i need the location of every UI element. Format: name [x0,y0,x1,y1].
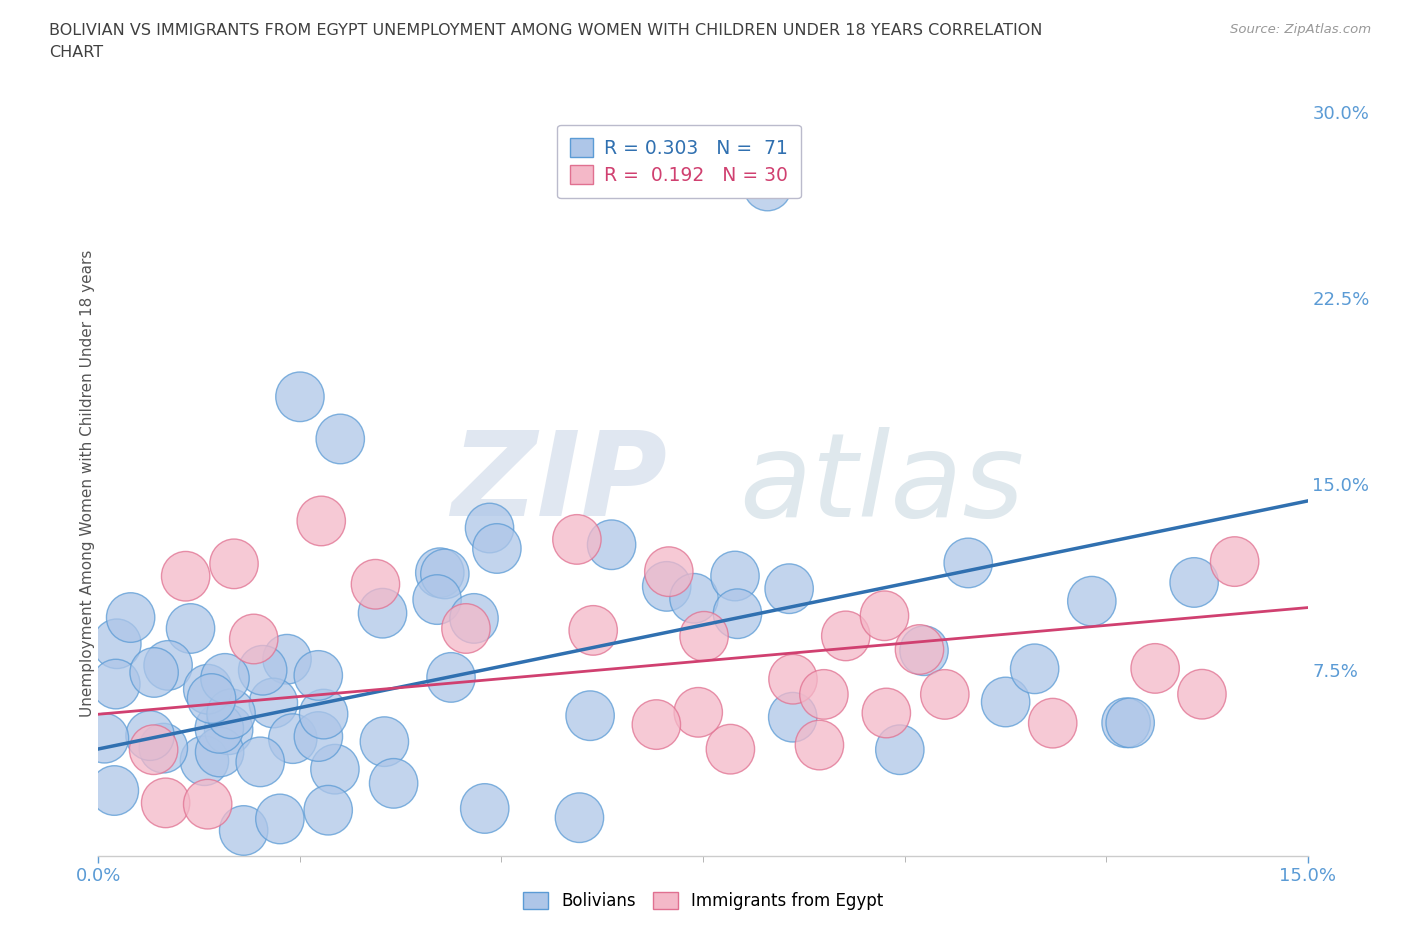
Text: atlas: atlas [740,427,1025,540]
Text: BOLIVIAN VS IMMIGRANTS FROM EGYPT UNEMPLOYMENT AMONG WOMEN WITH CHILDREN UNDER 1: BOLIVIAN VS IMMIGRANTS FROM EGYPT UNEMPL… [49,23,1043,38]
Text: Source: ZipAtlas.com: Source: ZipAtlas.com [1230,23,1371,36]
Legend: Bolivians, Immigrants from Egypt: Bolivians, Immigrants from Egypt [516,885,890,917]
Y-axis label: Unemployment Among Women with Children Under 18 years: Unemployment Among Women with Children U… [80,250,94,717]
Legend: R = 0.303   N =  71, R =  0.192   N = 30: R = 0.303 N = 71, R = 0.192 N = 30 [557,125,801,198]
Text: ZIP: ZIP [451,426,666,541]
Text: CHART: CHART [49,45,103,60]
